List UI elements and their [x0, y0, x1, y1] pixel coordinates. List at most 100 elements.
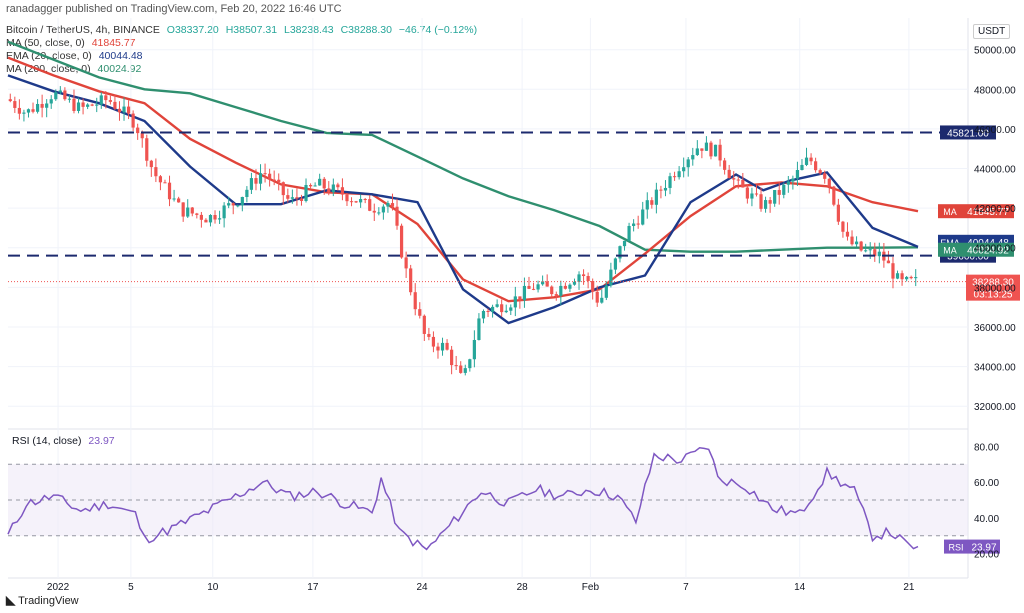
candle-body	[404, 257, 408, 269]
candle-body	[381, 206, 385, 213]
candle-body	[873, 249, 877, 257]
candle-body	[199, 214, 203, 220]
candle-body	[131, 113, 135, 128]
candle-body	[308, 184, 313, 187]
candle-body	[418, 309, 422, 316]
candle-body	[713, 144, 718, 157]
publish-header: ranadagger published on TradingView.com,…	[6, 3, 342, 15]
candle-body	[745, 187, 749, 199]
candle-body	[891, 263, 895, 279]
candle-body	[490, 306, 495, 312]
ma200-path	[7, 40, 919, 253]
price-tick-label: 44000.00	[974, 165, 1016, 176]
level-label: 45821.00	[947, 128, 989, 139]
rsi-tag-label: RSI	[948, 543, 963, 553]
ema20-path	[7, 74, 919, 325]
candle-body	[905, 276, 909, 280]
candle-body	[386, 203, 390, 207]
countdown-label: 03:13:25	[974, 290, 1013, 301]
candle-body	[509, 307, 513, 311]
candle-body	[104, 95, 108, 101]
candle-body	[627, 225, 631, 241]
candle-body	[158, 176, 163, 183]
candle-body	[445, 342, 449, 350]
candle-body	[704, 142, 709, 151]
candle-body	[559, 285, 563, 296]
candle-body	[850, 236, 854, 245]
candle-body	[172, 198, 176, 200]
candle-body	[217, 218, 222, 220]
tradingview-icon: ◣	[6, 593, 16, 607]
axes: 32000.00 34000.00 36000.00 38000.00 40000.00…	[47, 46, 1016, 593]
candle-body	[518, 296, 522, 301]
indicator-tag	[938, 242, 962, 257]
candle-body	[40, 103, 44, 108]
candle-body	[522, 285, 527, 301]
candle-body	[577, 274, 581, 282]
ma50-legend[interactable]: MA (50, close, 0) 41845.77	[6, 37, 136, 49]
rsi-tick-label: 80.00	[974, 442, 999, 453]
candle-body	[263, 173, 267, 175]
candle-body	[486, 310, 490, 312]
candle-body	[313, 185, 317, 187]
candle-body	[914, 277, 918, 279]
indicator-tag	[938, 204, 962, 219]
ema20-name: EMA (20, close, 0)	[6, 50, 92, 62]
candle-body	[409, 268, 413, 293]
candle-body	[545, 281, 549, 287]
candle-body	[413, 292, 417, 310]
candle-body	[345, 194, 349, 202]
candle-body	[513, 296, 517, 308]
candle-body	[145, 138, 149, 161]
rsi-value: 23.97	[88, 435, 115, 447]
candle-body	[654, 189, 658, 205]
candle-body	[613, 258, 618, 270]
currency-button[interactable]: USDT	[973, 24, 1011, 39]
candle-body	[572, 281, 577, 285]
tradingview-logo[interactable]: ◣ TradingView	[6, 593, 79, 607]
candle-body	[149, 160, 153, 168]
ma50-name: MA (50, close, 0)	[6, 37, 85, 49]
ema20-line	[7, 74, 919, 325]
candle-body	[222, 205, 226, 219]
price-tick-label: 38000.00	[974, 283, 1016, 294]
candle-body	[472, 339, 476, 360]
candle-body	[190, 207, 194, 214]
ma50-value: 41845.77	[91, 37, 136, 49]
candle-body	[618, 246, 622, 259]
candle-body	[281, 182, 285, 196]
candle-body	[99, 95, 103, 105]
candle-body	[659, 189, 663, 191]
candle-body	[504, 310, 508, 313]
rsi-legend[interactable]: RSI (14, close) 23.97	[12, 435, 115, 447]
candle-body	[327, 188, 331, 193]
candle-body	[859, 241, 863, 251]
candle-body	[845, 231, 850, 237]
rsi-tick-label: 20.00	[974, 550, 999, 561]
candle-body	[76, 102, 81, 111]
time-tick-label: 28	[517, 582, 529, 593]
candle-body	[436, 346, 440, 351]
candle-body	[814, 161, 818, 171]
symbol-legend[interactable]: Bitcoin / TetherUS, 4h, BINANCE O38337.2…	[6, 24, 477, 36]
candle-body	[195, 213, 199, 215]
candle-body	[754, 193, 759, 195]
level-label: 39600.00	[947, 252, 989, 263]
candle-body	[13, 101, 17, 108]
candle-body	[500, 304, 504, 313]
candle-body	[677, 171, 681, 178]
candle-body	[208, 214, 213, 223]
candle-body	[258, 173, 263, 184]
rsi-value-tag	[968, 539, 1000, 554]
candle-body	[650, 200, 654, 205]
ema20-legend[interactable]: EMA (20, close, 0) 40044.48	[6, 50, 143, 62]
price-tick-label: 48000.00	[974, 85, 1016, 96]
candle-body	[768, 200, 772, 204]
candle-body	[463, 368, 467, 373]
candle-body	[454, 365, 458, 367]
candle-body	[750, 193, 754, 199]
candle-body	[268, 173, 272, 180]
candle-body	[181, 202, 185, 217]
candle-body	[290, 197, 294, 199]
